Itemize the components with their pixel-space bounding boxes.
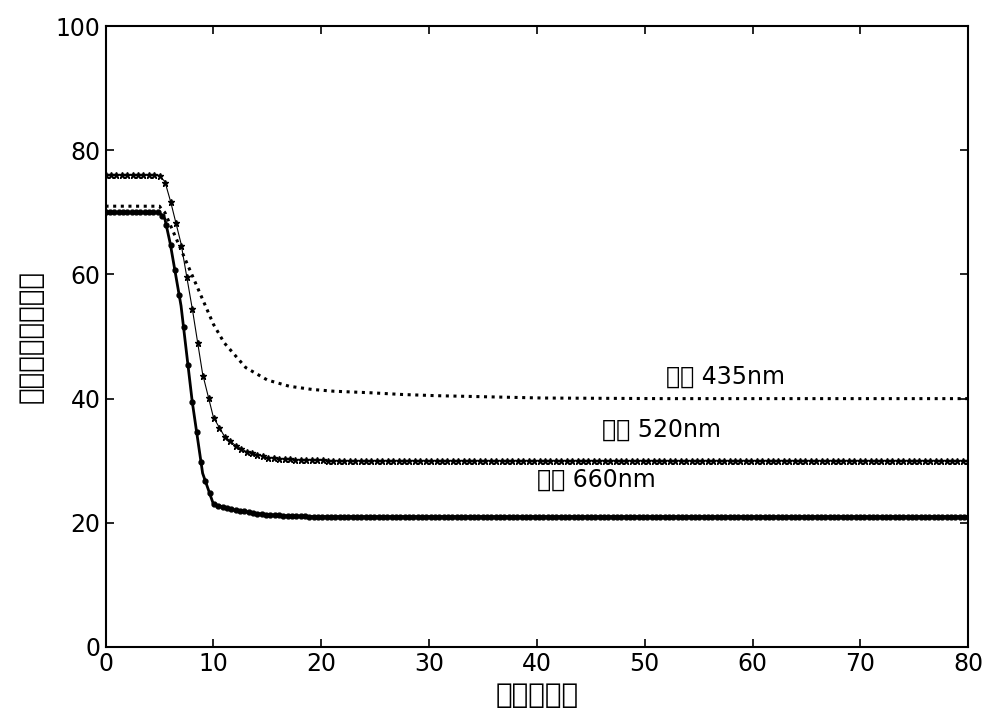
Y-axis label: 透过率（百分比）: 透过率（百分比） — [17, 270, 45, 403]
Text: 蓝光 435nm: 蓝光 435nm — [666, 365, 785, 389]
Text: 绿光 520nm: 绿光 520nm — [602, 417, 721, 441]
X-axis label: 时间（秒）: 时间（秒） — [495, 681, 578, 709]
Text: 红光 660nm: 红光 660nm — [537, 468, 656, 492]
